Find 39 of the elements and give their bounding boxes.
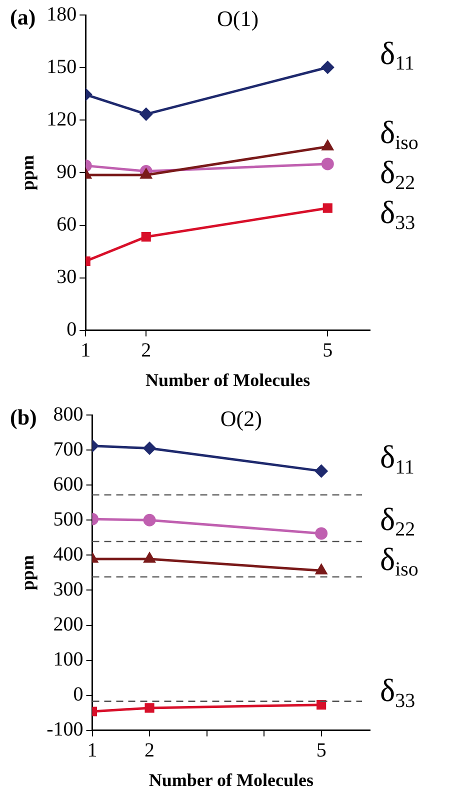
text: (a) [10,4,36,30]
y-tick-label: 400 [53,543,84,566]
point [315,527,328,540]
y-tick-label: 100 [53,648,84,671]
point [322,203,332,213]
y-tick-label: 500 [53,508,84,530]
x-tick-label: 2 [141,340,152,362]
x-tick-label: 5 [322,340,333,362]
y-tick-label: 800 [53,403,84,426]
y-axis-title: ppm [17,155,38,190]
text: (b) [10,404,37,430]
x-tick-label: 2 [144,740,155,762]
y-tick-label: 150 [46,56,77,78]
y-axis-title: ppm [17,555,38,590]
y-tick-label: 600 [53,473,84,496]
x-axis-title: Number of Molecules [148,770,314,790]
point [321,61,334,74]
x-axis-title: Number of Molecules [145,370,310,390]
chart-title: O(2) [220,406,262,431]
x-tick-label: 1 [87,740,98,762]
y-tick-label: 180 [46,3,77,26]
y-tick-label: 700 [53,438,84,460]
chart-title: O(1) [217,6,259,31]
y-tick-label: 120 [46,108,77,130]
y-tick-label: 0 [73,684,84,706]
x-tick-label: 1 [80,340,91,362]
point [316,564,327,574]
y-tick-label: -100 [46,718,84,741]
point [316,700,326,710]
point [321,158,334,170]
y-tick-label: 30 [56,266,77,288]
y-tick-label: 300 [53,578,84,600]
point [315,464,328,478]
y-tick-label: 90 [56,160,77,183]
y-tick-label: 60 [56,214,77,236]
y-tick-label: 200 [53,614,84,636]
point [322,140,334,150]
y-tick-label: 0 [66,318,77,341]
x-tick-label: 5 [316,740,326,762]
